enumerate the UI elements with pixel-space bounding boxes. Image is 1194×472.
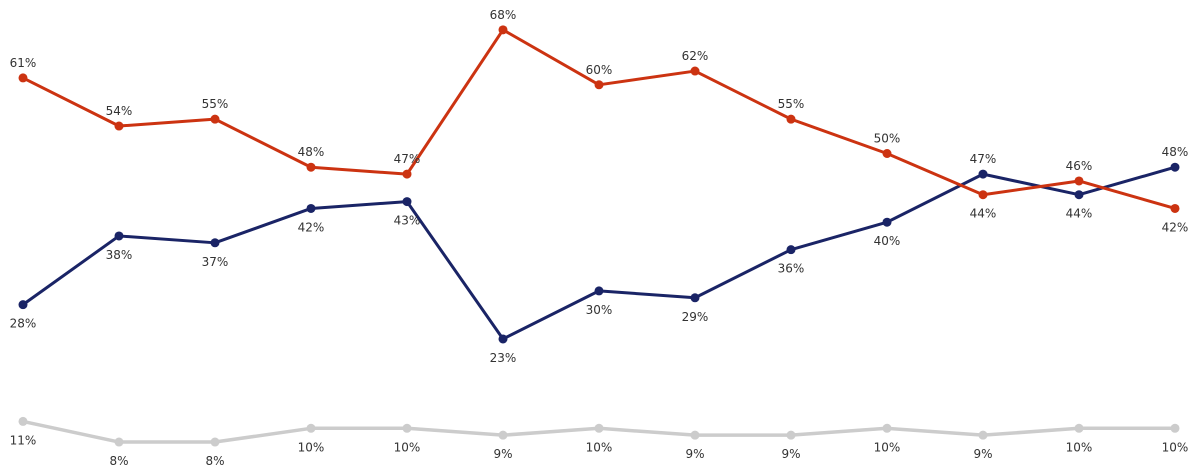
data-label-gray-5: 9% (493, 447, 512, 461)
data-label-gray-11: 10% (1066, 440, 1093, 454)
data-point-red-8 (786, 114, 796, 124)
data-point-navy-8 (786, 245, 796, 255)
data-point-navy-6 (594, 286, 604, 296)
data-label-gray-2: 8% (205, 454, 224, 468)
data-label-red-9: 50% (874, 132, 901, 146)
data-label-red-1: 54% (106, 104, 133, 118)
data-point-navy-12 (1170, 162, 1180, 172)
data-point-red-9 (882, 149, 892, 158)
data-point-red-3 (306, 162, 316, 172)
data-label-navy-0: 28% (10, 317, 37, 331)
data-point-navy-5 (498, 334, 508, 344)
data-point-red-11 (1074, 176, 1084, 186)
data-label-red-12: 42% (1162, 220, 1189, 234)
data-point-gray-9 (882, 423, 892, 433)
series-lines (22, 28, 1176, 444)
data-label-navy-12: 48% (1162, 145, 1189, 159)
data-point-red-5 (498, 25, 508, 35)
data-label-navy-6: 30% (586, 303, 613, 317)
data-label-navy-10: 47% (970, 152, 997, 166)
data-point-gray-10 (978, 430, 988, 440)
data-point-gray-12 (1170, 423, 1180, 433)
data-label-gray-8: 9% (781, 447, 800, 461)
data-label-red-10: 44% (970, 207, 997, 221)
data-label-red-2: 55% (202, 97, 229, 111)
data-point-red-0 (18, 73, 28, 83)
data-point-navy-10 (978, 169, 988, 179)
data-label-gray-4: 10% (394, 440, 421, 454)
data-label-red-8: 55% (778, 97, 805, 111)
data-label-navy-2: 37% (202, 255, 229, 269)
data-label-gray-1: 8% (109, 454, 128, 468)
data-label-gray-0: 11% (10, 433, 37, 447)
data-label-navy-1: 38% (106, 248, 133, 262)
data-label-red-6: 60% (586, 63, 613, 77)
data-label-gray-6: 10% (586, 440, 613, 454)
data-label-navy-5: 23% (490, 351, 517, 365)
data-point-gray-8 (786, 430, 796, 440)
data-point-gray-4 (402, 423, 412, 433)
data-label-gray-3: 10% (298, 440, 325, 454)
data-point-red-4 (402, 169, 412, 179)
data-label-red-3: 48% (298, 145, 325, 159)
data-label-navy-9: 40% (874, 234, 901, 248)
data-point-red-7 (690, 66, 700, 76)
data-label-gray-12: 10% (1162, 440, 1189, 454)
data-point-red-10 (978, 190, 988, 200)
data-label-gray-9: 10% (874, 440, 901, 454)
data-label-navy-8: 36% (778, 262, 805, 276)
data-label-gray-10: 9% (973, 447, 992, 461)
data-point-gray-2 (210, 437, 220, 447)
data-label-gray-7: 9% (685, 447, 704, 461)
data-point-gray-6 (594, 423, 604, 433)
data-point-red-2 (210, 114, 220, 124)
data-point-red-12 (1170, 203, 1180, 213)
data-point-navy-9 (882, 217, 892, 227)
data-label-red-4: 47% (394, 152, 421, 166)
data-point-gray-11 (1074, 423, 1084, 433)
data-point-red-6 (594, 80, 604, 90)
data-label-navy-3: 42% (298, 220, 325, 234)
data-point-navy-1 (114, 231, 124, 241)
data-point-gray-7 (690, 430, 700, 440)
data-point-gray-0 (18, 416, 28, 426)
series-line-red (22, 28, 1176, 210)
data-point-gray-5 (498, 430, 508, 440)
data-label-navy-11: 44% (1066, 207, 1093, 221)
data-point-red-1 (114, 121, 124, 131)
data-point-navy-0 (18, 300, 28, 310)
data-point-navy-7 (690, 293, 700, 303)
data-label-navy-4: 43% (394, 214, 421, 228)
data-label-navy-7: 29% (682, 310, 709, 324)
data-point-gray-3 (306, 423, 316, 433)
data-label-red-5: 68% (490, 8, 517, 22)
data-label-red-11: 46% (1066, 159, 1093, 173)
data-point-navy-3 (306, 203, 316, 213)
data-point-navy-2 (210, 238, 220, 248)
data-point-navy-4 (402, 197, 412, 207)
data-point-gray-1 (114, 437, 124, 447)
data-labels: 11% 8% 8% 10% 10% 9% 10% 9% 9% 10% 9% 10% 10% 28% 38% 3… (10, 8, 1189, 468)
data-point-navy-11 (1074, 190, 1084, 200)
data-label-red-0: 61% (10, 56, 37, 70)
data-label-red-7: 62% (682, 49, 709, 63)
series-points (18, 25, 1180, 447)
